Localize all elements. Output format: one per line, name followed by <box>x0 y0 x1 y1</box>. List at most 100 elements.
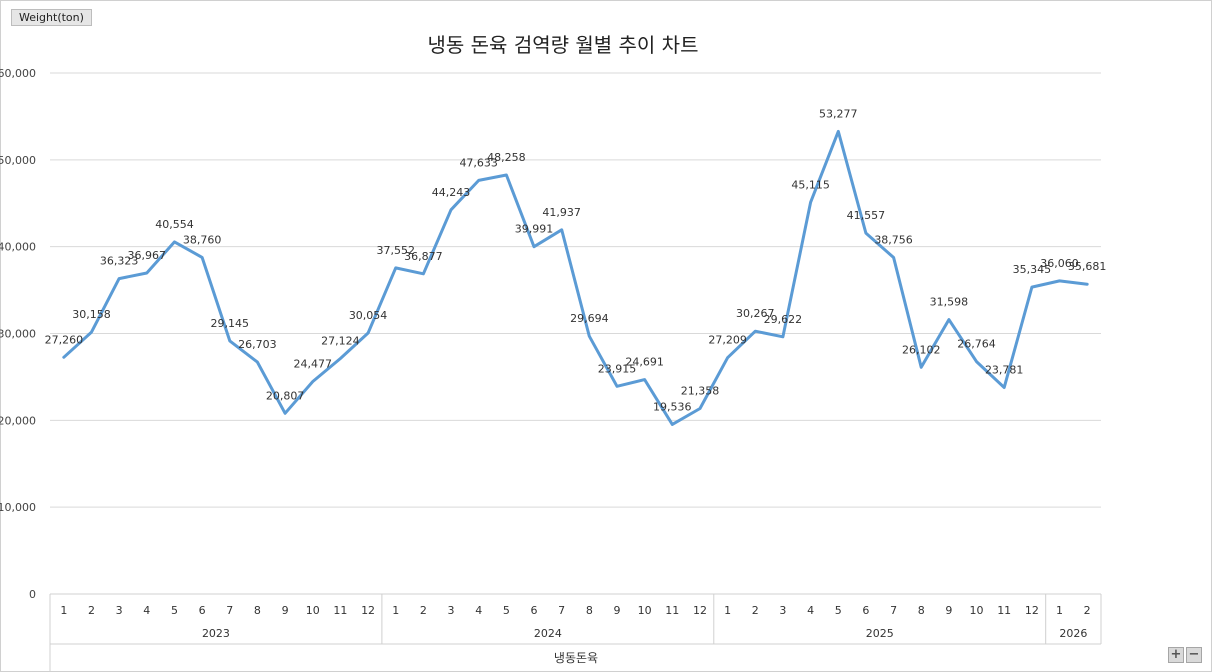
data-label: 23,915 <box>598 362 637 375</box>
x-tick-label-year: 2025 <box>866 627 894 640</box>
x-tick-label-month: 2 <box>420 604 427 617</box>
x-tick-label-month: 1 <box>60 604 67 617</box>
data-label: 36,967 <box>128 249 167 262</box>
data-label: 38,756 <box>874 233 913 246</box>
series-line-group <box>62 129 1089 426</box>
y-tick-label: 30,000 <box>0 328 36 341</box>
x-tick-label-month: 12 <box>1025 604 1039 617</box>
data-label: 41,937 <box>542 206 581 219</box>
y-tick-label: 20,000 <box>0 414 36 427</box>
x-tick-label-month: 9 <box>945 604 952 617</box>
x-tick-label-month: 1 <box>724 604 731 617</box>
data-label: 21,358 <box>681 385 720 398</box>
data-label: 26,703 <box>238 338 277 351</box>
data-label: 47,633 <box>459 156 498 169</box>
x-tick-label-year: 2026 <box>1059 627 1087 640</box>
x-tick-label-month: 4 <box>475 604 482 617</box>
data-label: 26,764 <box>957 338 996 351</box>
data-label: 37,552 <box>376 244 415 257</box>
gridlines <box>50 72 1101 508</box>
data-label: 29,622 <box>764 313 803 326</box>
x-tick-label-month: 2 <box>1084 604 1091 617</box>
data-label: 24,691 <box>625 356 664 369</box>
data-label: 19,536 <box>653 400 692 413</box>
data-label: 38,760 <box>183 233 222 246</box>
data-label: 27,124 <box>321 334 360 347</box>
x-tick-label-month: 2 <box>752 604 759 617</box>
data-label: 36,323 <box>100 255 139 268</box>
x-tick-label-month: 9 <box>613 604 620 617</box>
zoom-in-button[interactable]: + <box>1168 647 1184 663</box>
data-label: 30,158 <box>72 308 111 321</box>
data-label: 27,209 <box>708 334 747 347</box>
data-label: 36,060 <box>1040 257 1079 270</box>
chart-title: 냉동 돈육 검역량 월별 추이 차트 <box>428 33 699 57</box>
data-label: 36,877 <box>404 250 443 263</box>
data-label: 40,554 <box>155 218 194 231</box>
data-label: 35,681 <box>1068 260 1107 273</box>
data-label: 41,557 <box>847 209 886 222</box>
x-tick-label-month: 9 <box>282 604 289 617</box>
x-axis-title: 냉동돈육 <box>554 651 598 665</box>
zoom-controls: + − <box>1168 647 1202 663</box>
x-tick-label-month: 6 <box>862 604 869 617</box>
x-tick-label-month: 7 <box>226 604 233 617</box>
x-tick-label-month: 1 <box>392 604 399 617</box>
x-tick-label-month: 5 <box>171 604 178 617</box>
x-tick-label-month: 6 <box>531 604 538 617</box>
data-label: 48,258 <box>487 151 526 164</box>
x-tick-label-month: 10 <box>306 604 320 617</box>
pivot-field-button-weight[interactable]: Weight(ton) <box>11 9 92 26</box>
x-tick-label-month: 10 <box>638 604 652 617</box>
data-label: 26,102 <box>902 343 941 356</box>
series-line <box>62 129 1089 426</box>
data-label: 44,243 <box>432 186 471 199</box>
x-tick-label-month: 2 <box>88 604 95 617</box>
x-tick-label-month: 8 <box>918 604 925 617</box>
x-tick-label-month: 5 <box>835 604 842 617</box>
x-tick-label-month: 12 <box>693 604 707 617</box>
y-tick-label: 50,000 <box>0 154 36 167</box>
y-tick-label: 60,000 <box>0 67 36 80</box>
data-label: 20,807 <box>266 389 305 402</box>
data-label: 24,477 <box>294 357 333 370</box>
data-label: 39,991 <box>515 223 554 236</box>
x-tick-label-year: 2023 <box>202 627 230 640</box>
x-tick-label-month: 7 <box>558 604 565 617</box>
x-tick-label-month: 3 <box>116 604 123 617</box>
x-tick-label-month: 6 <box>199 604 206 617</box>
data-label: 29,694 <box>570 312 609 325</box>
x-tick-label-month: 12 <box>361 604 375 617</box>
data-label: 29,145 <box>211 317 250 330</box>
x-tick-label-month: 4 <box>143 604 150 617</box>
x-tick-label-month: 11 <box>665 604 679 617</box>
data-label: 45,115 <box>791 178 830 191</box>
data-label: 23,781 <box>985 364 1024 377</box>
x-tick-label-month: 8 <box>254 604 261 617</box>
y-tick-label: 10,000 <box>0 501 36 514</box>
data-label: 31,598 <box>930 296 969 309</box>
x-tick-label-month: 11 <box>333 604 347 617</box>
y-tick-label: 0 <box>29 588 36 601</box>
x-tick-label-year: 2024 <box>534 627 562 640</box>
y-axis-ticks: 0 10,000 20,000 30,000 40,000 50,000 60,000 <box>0 67 36 601</box>
x-tick-label-month: 3 <box>779 604 786 617</box>
data-label: 27,260 <box>45 333 84 346</box>
x-tick-label-month: 7 <box>890 604 897 617</box>
data-label: 30,054 <box>349 309 388 322</box>
x-tick-label-month: 8 <box>586 604 593 617</box>
x-tick-label-month: 1 <box>1056 604 1063 617</box>
data-label: 53,277 <box>819 107 858 120</box>
y-tick-label: 40,000 <box>0 241 36 254</box>
x-tick-label-month: 3 <box>448 604 455 617</box>
x-tick-label-month: 5 <box>503 604 510 617</box>
x-tick-label-month: 11 <box>997 604 1011 617</box>
data-label: 35,345 <box>1013 263 1052 276</box>
zoom-out-button[interactable]: − <box>1186 647 1202 663</box>
x-tick-label-month: 4 <box>807 604 814 617</box>
data-label: 30,267 <box>736 307 775 320</box>
x-tick-label-month: 10 <box>970 604 984 617</box>
